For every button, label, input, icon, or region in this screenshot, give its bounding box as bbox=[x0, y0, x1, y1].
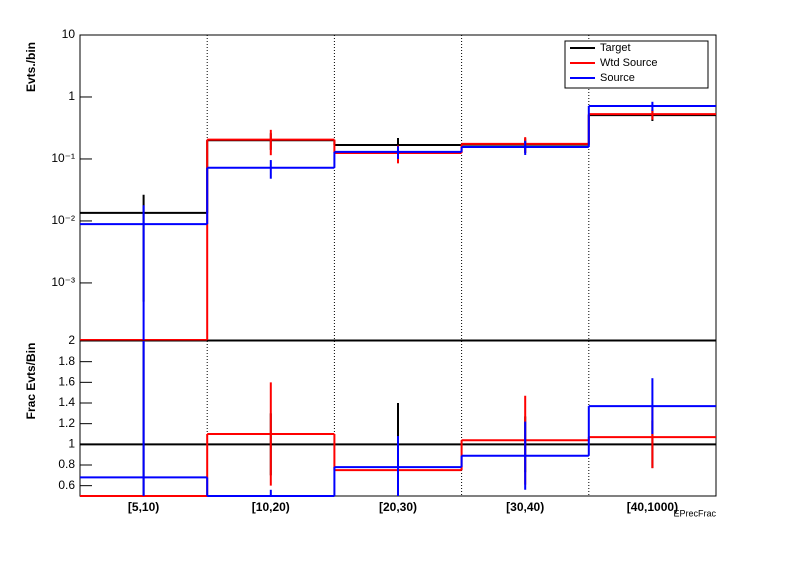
legend-label: Target bbox=[600, 42, 631, 54]
y-tick-label: 10⁻¹ bbox=[51, 151, 75, 165]
y-tick-label: 1 bbox=[68, 89, 75, 103]
y-tick-label: 1 bbox=[68, 437, 75, 451]
y-tick-label: 10⁻² bbox=[51, 213, 75, 227]
x-tick-label: [30,40) bbox=[506, 500, 544, 514]
y-tick-label: 1.6 bbox=[58, 375, 75, 389]
legend-label: Wtd Source bbox=[600, 57, 657, 69]
y-tick-label: 2 bbox=[68, 333, 75, 347]
x-tick-label: [10,20) bbox=[252, 500, 290, 514]
x-tick-label: [40,1000) bbox=[627, 500, 678, 514]
y-tick-label: 0.6 bbox=[58, 478, 75, 492]
x-axis-label: EPrecFrac bbox=[673, 508, 716, 518]
x-tick-label: [5,10) bbox=[128, 500, 159, 514]
y-tick-label: 10⁻³ bbox=[51, 275, 75, 289]
y-axis-label: Evts./bin bbox=[24, 42, 38, 92]
y-tick-label: 1.2 bbox=[58, 416, 75, 430]
y-tick-label: 1.4 bbox=[58, 395, 75, 409]
y-tick-label: 10 bbox=[62, 27, 76, 41]
y-tick-label: 0.8 bbox=[58, 457, 75, 471]
y-axis-label: Frac Evts/Bin bbox=[24, 343, 38, 420]
y-tick-label: 1.8 bbox=[58, 354, 75, 368]
legend-label: Source bbox=[600, 72, 635, 84]
plot-frame bbox=[79, 34, 717, 341]
x-tick-label: [20,30) bbox=[379, 500, 417, 514]
